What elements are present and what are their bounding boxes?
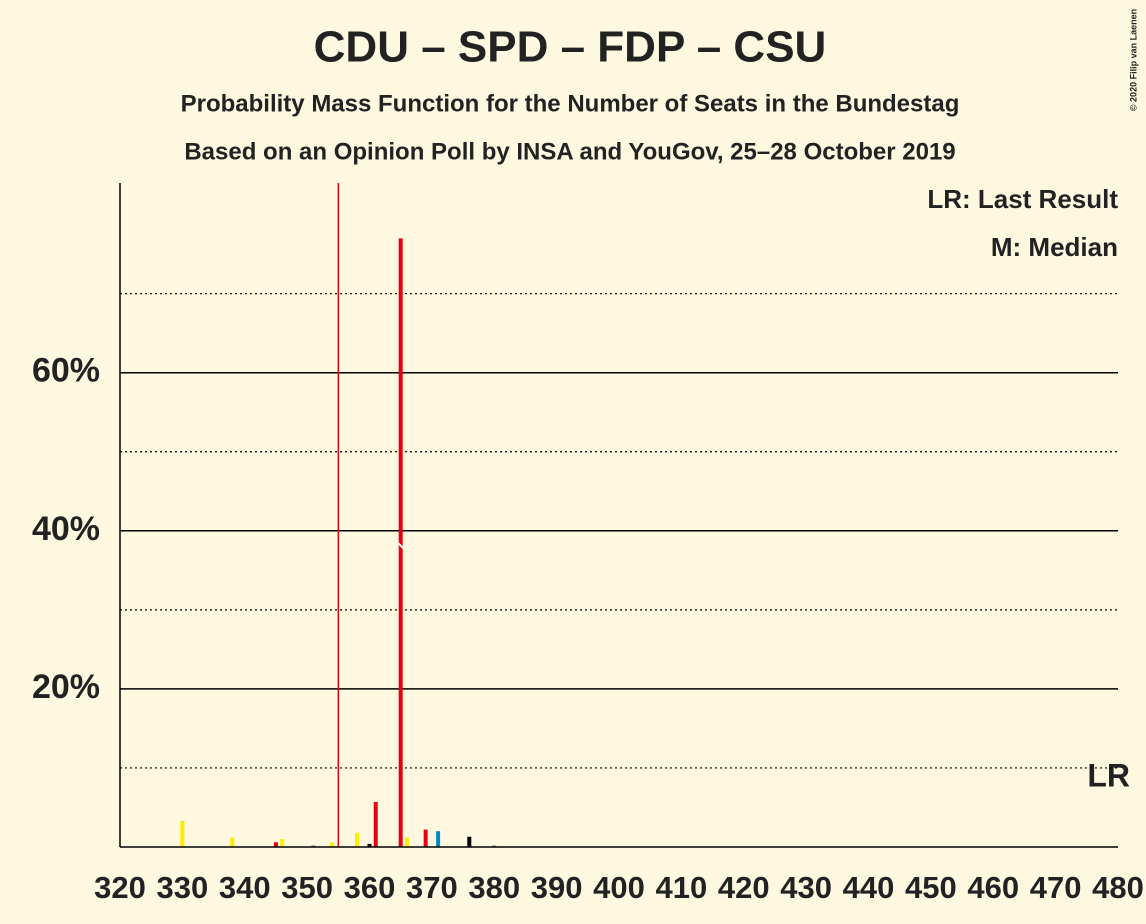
bar	[355, 832, 360, 847]
legend-entry: M: Median	[991, 232, 1118, 262]
bar	[280, 839, 285, 847]
bar	[273, 842, 278, 847]
bar	[330, 842, 335, 847]
x-tick-label: 420	[718, 870, 770, 905]
x-tick-label: 450	[905, 870, 957, 905]
bar	[467, 836, 472, 847]
copyright: © 2020 Filip van Laenen	[1128, 9, 1138, 111]
y-tick-label: 20%	[32, 668, 100, 706]
median-marker	[396, 541, 405, 550]
x-tick-label: 410	[656, 870, 708, 905]
x-tick-label: 430	[780, 870, 832, 905]
bar	[311, 845, 316, 847]
x-tick-label: 370	[406, 870, 458, 905]
x-tick-label: 440	[843, 870, 895, 905]
x-tick-label: 330	[157, 870, 209, 905]
y-tick-label: 40%	[32, 510, 100, 548]
bar	[180, 820, 185, 847]
bar	[423, 829, 428, 847]
bar	[367, 843, 372, 847]
x-tick-label: 400	[593, 870, 645, 905]
bar	[492, 845, 497, 847]
bar	[398, 238, 403, 848]
x-tick-label: 320	[94, 870, 146, 905]
bar	[230, 837, 235, 847]
x-tick-label: 380	[468, 870, 520, 905]
chart-subtitle: Probability Mass Function for the Number…	[181, 90, 960, 117]
chart-subtitle: Based on an Opinion Poll by INSA and You…	[184, 138, 955, 165]
bar	[373, 801, 378, 847]
y-tick-label: 60%	[32, 352, 100, 390]
x-tick-label: 460	[967, 870, 1019, 905]
x-tick-label: 480	[1092, 870, 1144, 905]
x-tick-label: 340	[219, 870, 271, 905]
x-tick-label: 350	[281, 870, 333, 905]
bar	[436, 831, 441, 847]
x-tick-label: 390	[531, 870, 583, 905]
bar	[404, 837, 409, 847]
x-tick-label: 360	[344, 870, 396, 905]
lr-label: LR	[1087, 757, 1130, 793]
legend-entry: LR: Last Result	[927, 184, 1118, 214]
x-tick-label: 470	[1030, 870, 1082, 905]
chart-title: CDU – SPD – FDP – CSU	[314, 23, 827, 72]
